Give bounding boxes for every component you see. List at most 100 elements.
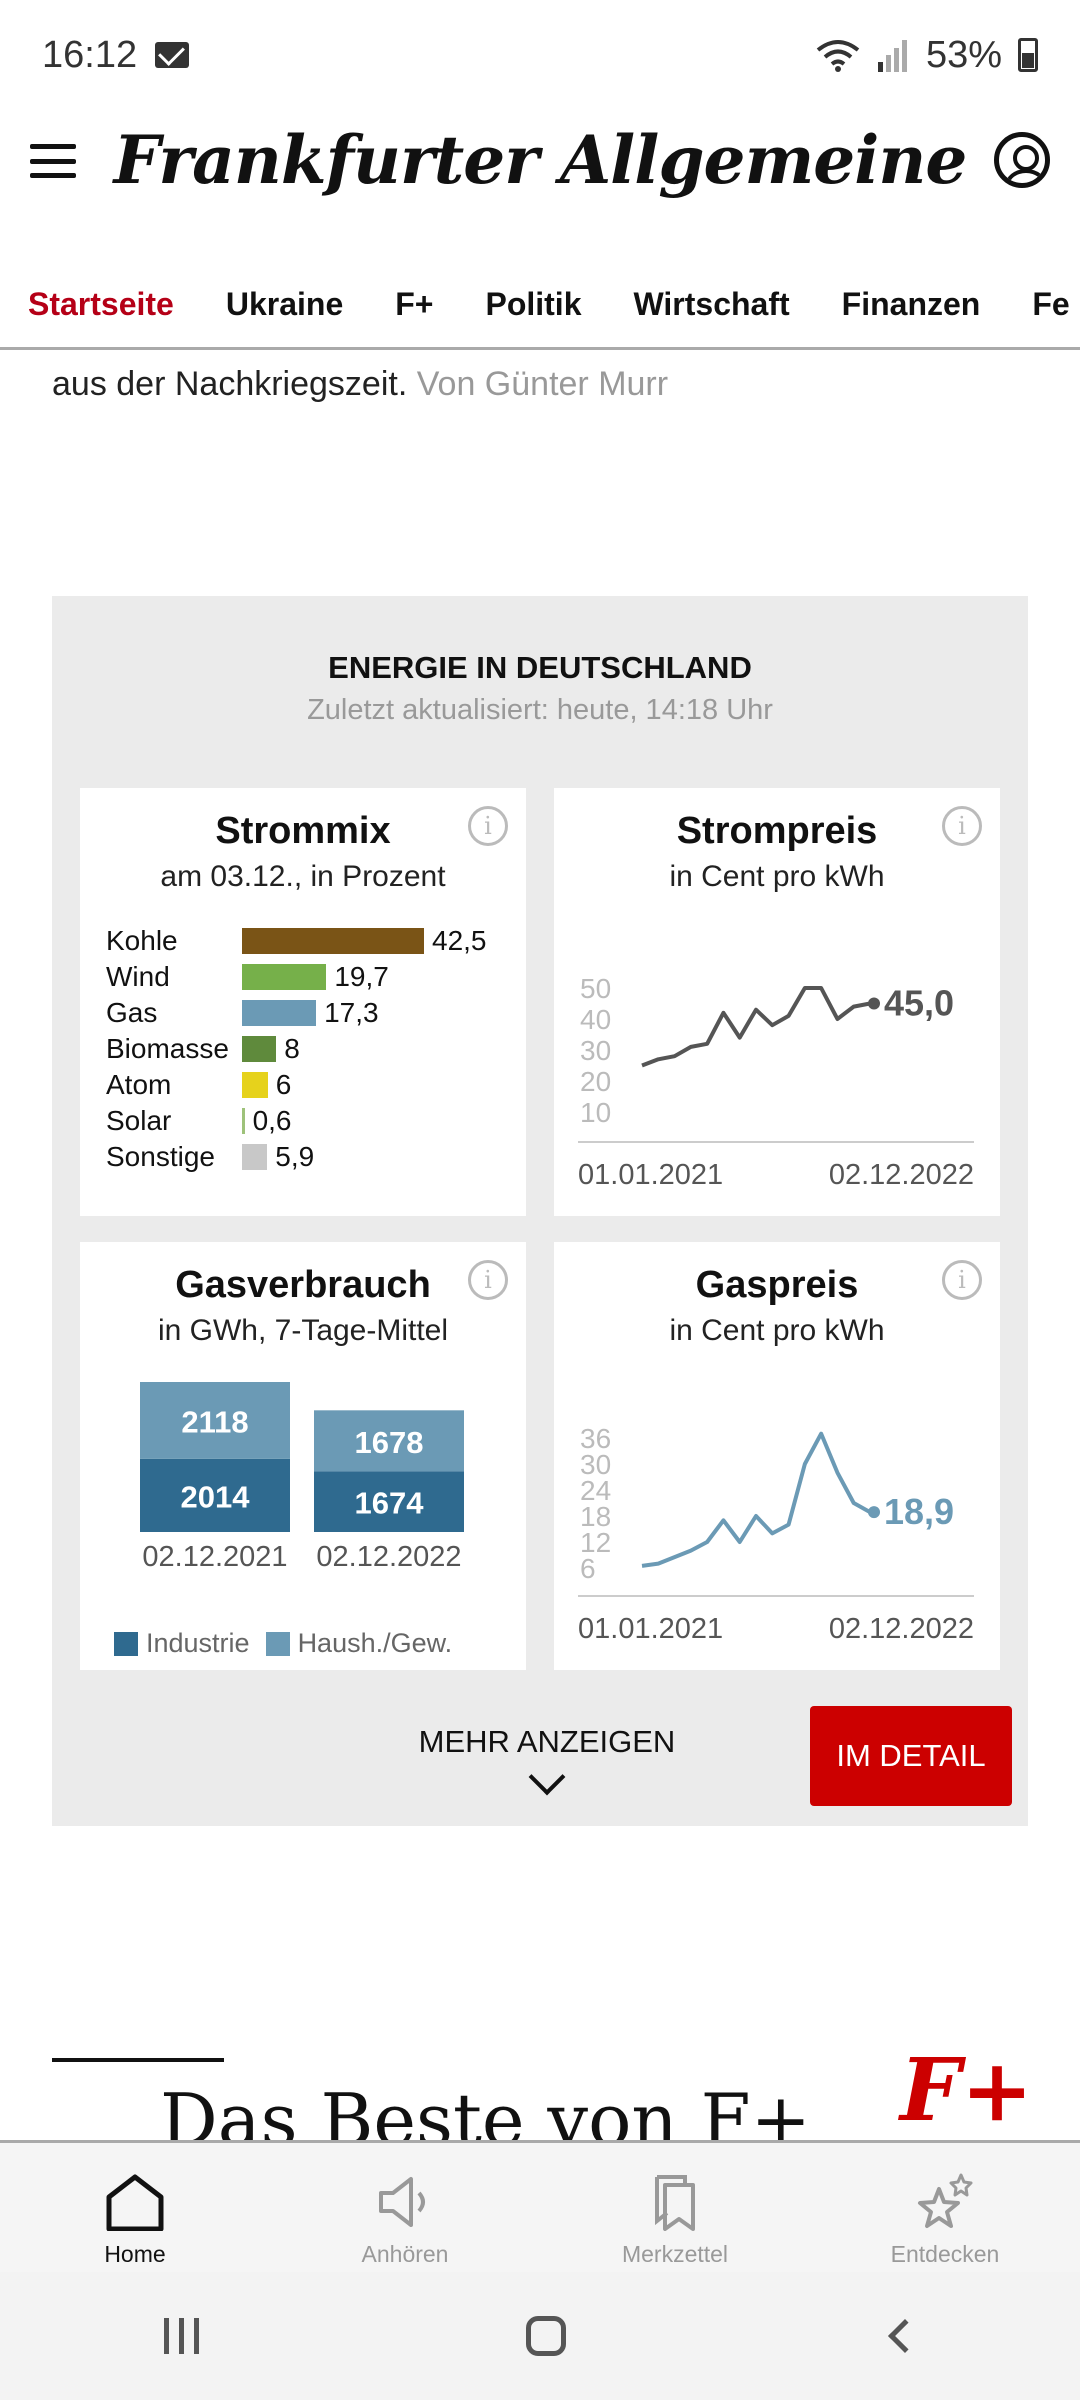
current-point bbox=[868, 1506, 880, 1519]
gasverbrauch-card[interactable]: Gasverbrauch in GWh, 7-Tage-Mittel i 201… bbox=[80, 1242, 526, 1670]
status-bar: 16:12 53% bbox=[0, 0, 1080, 110]
bottom-nav-label: Home bbox=[104, 2241, 166, 2267]
bar-label-haush: 2118 bbox=[181, 1404, 248, 1439]
home-icon bbox=[106, 2174, 164, 2231]
strommix-title: Strommix bbox=[215, 810, 391, 852]
y-tick-label: 20 bbox=[580, 1066, 611, 1097]
bar-industrie bbox=[314, 1471, 464, 1532]
nav-ukraine[interactable]: Ukraine bbox=[225, 286, 344, 322]
gaspreis-subtitle: in Cent pro kWh bbox=[669, 1314, 885, 1347]
app-header: Frankfurter Allgemeine bbox=[0, 110, 1080, 210]
price-line bbox=[641, 1431, 871, 1568]
energy-widget: ENERGIE IN DEUTSCHLAND Zuletzt aktualisi… bbox=[52, 596, 1028, 1826]
bottom-nav-label: Anhören bbox=[361, 2241, 449, 2267]
bottom-nav: Home Anhören Merkzettel Entdecken bbox=[0, 2140, 1080, 2272]
show-more-label: MEHR ANZEIGEN bbox=[418, 1724, 676, 1759]
system-nav-bar bbox=[0, 2272, 1080, 2400]
strommix-value: 8 bbox=[284, 1033, 300, 1064]
logo[interactable]: Frankfurter Allgemeine bbox=[113, 121, 968, 199]
y-tick-label: 36 bbox=[580, 1423, 611, 1454]
bar-label-industrie: 1674 bbox=[355, 1486, 425, 1521]
x-tick-label: 01.01.2021 bbox=[578, 1159, 723, 1191]
gasverbrauch-title: Gasverbrauch bbox=[175, 1264, 431, 1306]
nav-fplus[interactable]: F+ bbox=[395, 286, 434, 322]
speaker-icon bbox=[379, 2177, 425, 2227]
user-account-icon[interactable] bbox=[994, 132, 1050, 188]
article-text: aus der Nachkriegszeit. bbox=[52, 365, 408, 403]
system-home-icon[interactable] bbox=[525, 2316, 566, 2356]
x-tick-label: 02.12.2022 bbox=[829, 1159, 974, 1191]
strommix-bar bbox=[242, 1036, 277, 1062]
fplus-logo: F+ bbox=[900, 2040, 1034, 2141]
strommix-bar bbox=[242, 1144, 268, 1170]
clock: 16:12 bbox=[42, 33, 138, 76]
info-icon[interactable]: i bbox=[942, 1260, 982, 1300]
legend-label: Industrie bbox=[146, 1628, 250, 1658]
x-tick-label: 01.01.2021 bbox=[578, 1613, 723, 1645]
y-tick-label: 24 bbox=[580, 1475, 611, 1506]
mail-icon bbox=[155, 42, 190, 68]
show-more-button[interactable]: MEHR ANZEIGEN bbox=[417, 1724, 677, 1796]
nav-wirtschaft[interactable]: Wirtschaft bbox=[633, 286, 790, 322]
bottom-nav-entdecken[interactable]: Entdecken bbox=[810, 2143, 1080, 2272]
strommix-value: 6 bbox=[275, 1069, 292, 1100]
info-icon[interactable]: i bbox=[468, 1260, 508, 1300]
recent-apps-icon[interactable] bbox=[163, 2318, 199, 2354]
nav-finanzen[interactable]: Finanzen bbox=[841, 286, 981, 322]
menu-icon[interactable] bbox=[30, 144, 76, 178]
bottom-nav-home[interactable]: Home bbox=[0, 2143, 270, 2272]
strommix-label: Atom bbox=[106, 1069, 172, 1100]
info-icon[interactable]: i bbox=[468, 806, 508, 846]
nav-startseite[interactable]: Startseite bbox=[28, 286, 174, 322]
gasverbrauch-subtitle: in GWh, 7-Tage-Mittel bbox=[157, 1314, 449, 1347]
gaspreis-title: Gaspreis bbox=[695, 1264, 859, 1306]
strommix-bar bbox=[242, 1000, 317, 1026]
strommix-label: Kohle bbox=[106, 925, 178, 956]
widget-subtitle: Zuletzt aktualisiert: heute, 14:18 Uhr bbox=[307, 694, 773, 726]
article-author: Von Günter Murr bbox=[416, 365, 669, 403]
im-detail-button[interactable]: IM DETAIL bbox=[810, 1706, 1012, 1806]
legend-swatch bbox=[114, 1631, 138, 1656]
strommix-row: Gas 17,3 bbox=[106, 996, 379, 1030]
battery-icon bbox=[1018, 38, 1038, 72]
bar-industrie bbox=[140, 1458, 290, 1532]
bottom-nav-anhoeren[interactable]: Anhören bbox=[270, 2143, 540, 2272]
legend-haush: Haush./Gew. bbox=[265, 1628, 452, 1659]
current-point bbox=[868, 997, 880, 1010]
strompreis-title: Strompreis bbox=[676, 810, 878, 852]
chevron-down-icon bbox=[528, 1758, 566, 1796]
y-tick-label: 40 bbox=[580, 1004, 611, 1035]
battery-level: 53% bbox=[925, 33, 1002, 76]
strommix-bar bbox=[242, 1072, 268, 1098]
nav-politik[interactable]: Politik bbox=[485, 286, 582, 322]
bar-haush bbox=[140, 1382, 290, 1459]
y-tick-label: 10 bbox=[580, 1097, 611, 1128]
strommix-label: Wind bbox=[106, 961, 170, 992]
info-icon[interactable]: i bbox=[942, 806, 982, 846]
bottom-nav-label: Merkzettel bbox=[621, 2241, 729, 2267]
strommix-card[interactable]: Strommix am 03.12., in Prozent i Kohle 42… bbox=[80, 788, 526, 1216]
y-tick-label: 12 bbox=[580, 1527, 611, 1558]
article-teaser[interactable]: aus der Nachkriegszeit. Von Günter Murr bbox=[52, 365, 668, 404]
current-value: 45,0 bbox=[884, 983, 954, 1024]
legend-industrie: Industrie bbox=[114, 1628, 250, 1659]
current-value: 18,9 bbox=[884, 1491, 954, 1532]
strommix-row: Kohle 42,5 bbox=[106, 924, 487, 958]
price-line bbox=[641, 986, 871, 1068]
strommix-value: 0,6 bbox=[252, 1105, 292, 1136]
strommix-value: 19,7 bbox=[334, 961, 389, 992]
strompreis-card[interactable]: Strompreis in Cent pro kWh i 50 40 30 20 10 0… bbox=[554, 788, 1000, 1216]
bottom-nav-merkzettel[interactable]: Merkzettel bbox=[540, 2143, 810, 2272]
y-tick-label: 18 bbox=[580, 1501, 611, 1532]
back-icon[interactable] bbox=[887, 2319, 922, 2353]
strommix-bar bbox=[242, 1108, 245, 1134]
gaspreis-card[interactable]: Gaspreis in Cent pro kWh i 36 30 24 18 12 6 01… bbox=[554, 1242, 1000, 1670]
signal-icon bbox=[877, 40, 907, 72]
bottom-nav-label: Entdecken bbox=[890, 2241, 1000, 2267]
nav-feuilleton[interactable]: Fe bbox=[1032, 286, 1070, 322]
x-tick-label: 02.12.2021 bbox=[142, 1541, 287, 1573]
legend-swatch bbox=[265, 1631, 290, 1656]
y-tick-label: 30 bbox=[580, 1035, 611, 1066]
